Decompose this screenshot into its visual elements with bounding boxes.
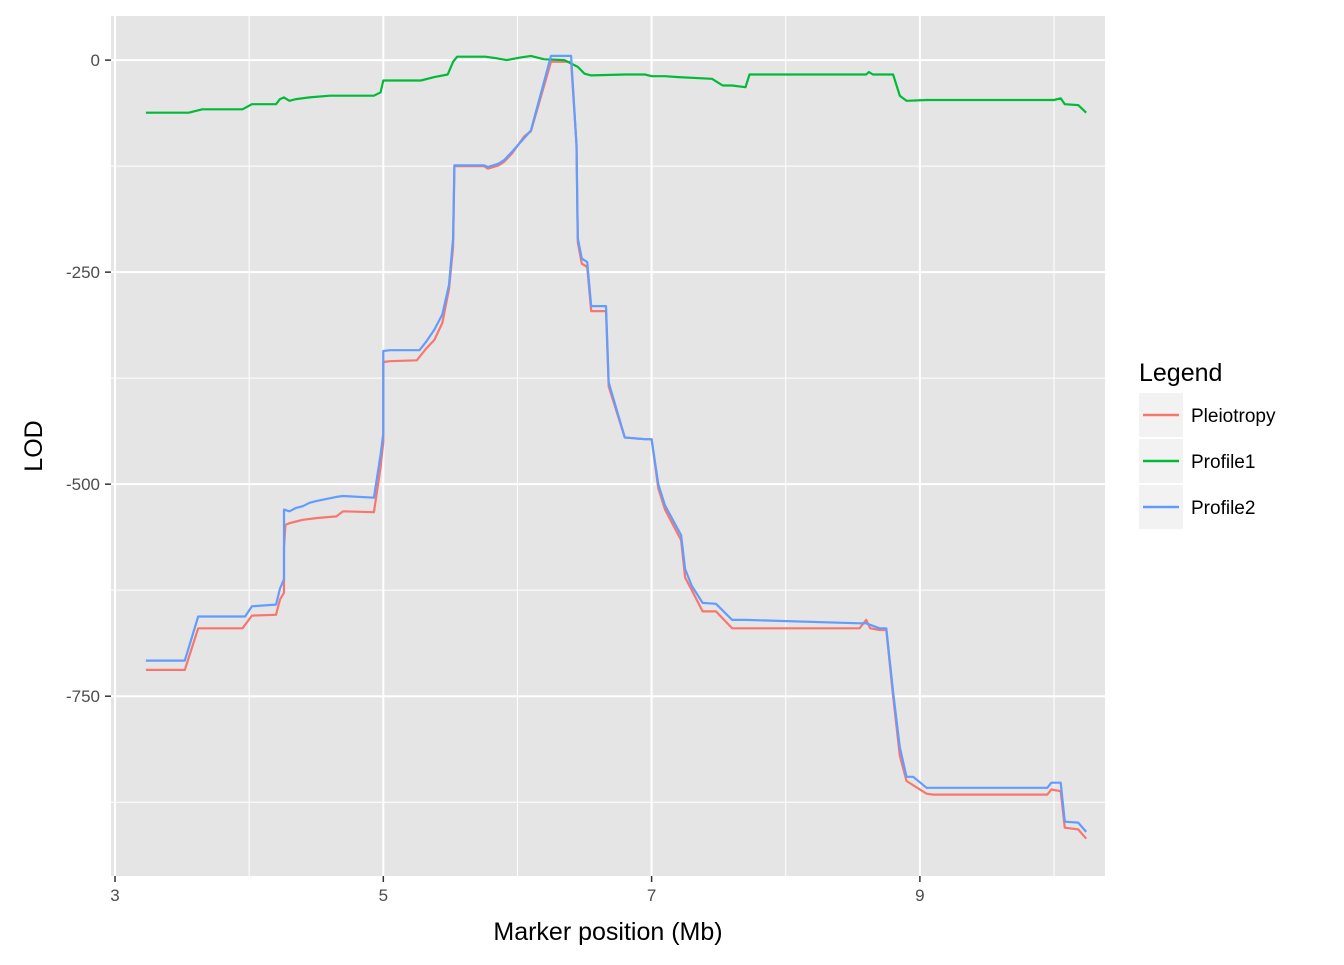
plot-panel [111,16,1105,876]
x-axis: 3 5 7 9 [110,876,925,905]
y-axis-title: LOD [20,420,48,471]
x-tick-label: 9 [915,886,924,905]
x-tick-label: 7 [647,886,656,905]
y-tick-label: -750 [66,687,100,706]
series-line-pleiotropy [145,60,1088,840]
legend-label-profile2: Profile2 [1191,498,1255,519]
legend-title: Legend [1139,359,1222,387]
legend-label-profile1: Profile1 [1191,452,1255,473]
y-tick-label: 0 [91,51,100,70]
x-tick-label: 5 [379,886,388,905]
y-axis: 0 -250 -500 -750 [66,51,111,706]
legend-label-pleiotropy: Pleiotropy [1191,406,1276,427]
series-line-profile1 [145,54,1087,114]
legend-items: Pleiotropy Profile1 Profile2 [1139,393,1276,529]
legend: Legend Pleiotropy Profile1 Profile2 [1139,359,1276,529]
grid-major [111,16,1105,876]
series-line-profile2 [145,54,1088,833]
series-layer [145,54,1088,840]
x-axis-title: Marker position (Mb) [493,918,722,946]
y-tick-label: -250 [66,263,100,282]
y-tick-label: -500 [66,475,100,494]
x-tick-label: 3 [110,886,119,905]
